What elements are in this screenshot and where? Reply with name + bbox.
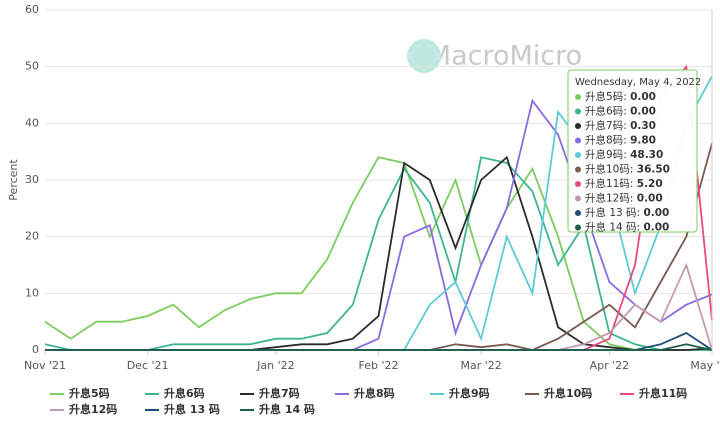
tooltip-dot <box>575 210 581 216</box>
tooltip-title: Wednesday, May 4, 2022 <box>575 77 701 88</box>
series-line <box>44 156 712 351</box>
legend-label: 升息 13 码 <box>164 402 220 416</box>
legend-label: 升息9码 <box>449 386 490 400</box>
tooltip-value: 0.00 <box>643 207 669 219</box>
tooltip-row: 升息6码: 0.00 <box>585 105 656 118</box>
tooltip-name: 升息7码 <box>585 119 623 132</box>
x-tick-label: Mar '22 <box>460 359 501 372</box>
y-tick-label: 30 <box>25 173 39 186</box>
x-tick-label: Dec '21 <box>127 359 169 372</box>
y-tick-label: 60 <box>25 3 39 16</box>
tooltip-name: 升息8码 <box>585 134 623 147</box>
tooltip-value: 36.50 <box>637 164 670 176</box>
tooltip-row: 升息5码: 0.00 <box>585 90 656 103</box>
tooltip-name: 升息11码 <box>585 177 630 190</box>
tooltip-row: 升息12码: 0.00 <box>585 192 663 205</box>
watermark-logo <box>407 39 441 73</box>
legend-label: 升息8码 <box>354 386 395 400</box>
tooltip-value: 0.00 <box>643 222 669 234</box>
x-tick-label: Nov '21 <box>24 359 66 372</box>
tooltip-dot <box>575 195 581 202</box>
y-tick-label: 0 <box>32 343 39 356</box>
legend-label: 升息7码 <box>259 386 300 400</box>
tooltip-row: 升息9码: 48.30 <box>585 148 663 161</box>
tooltip-dot <box>575 108 581 115</box>
tooltip-name: 升息10码 <box>585 163 630 176</box>
tooltip-value: 0.30 <box>630 120 656 132</box>
legend-label: 升息5码 <box>69 386 110 400</box>
y-axis-label: Percent <box>7 159 20 201</box>
tooltip-name: 升息 13 码 <box>585 206 637 219</box>
tooltip-dot <box>575 152 581 158</box>
tooltip-dot <box>575 94 581 100</box>
tooltip-dot <box>575 166 581 173</box>
tooltip-dot <box>575 137 581 144</box>
tooltip-box <box>567 69 698 233</box>
x-tick-label: Jan '22 <box>256 359 294 372</box>
tooltip-name: 升息 14 码 <box>585 221 637 234</box>
tooltip-dot <box>575 181 581 187</box>
tooltip-value: 0.00 <box>630 91 656 103</box>
y-tick-label: 40 <box>25 116 39 129</box>
x-tick-label: Apr '22 <box>590 359 630 372</box>
tooltip-name: 升息12码 <box>585 192 630 205</box>
tooltip-name: 升息6码 <box>585 105 623 118</box>
y-tick-label: 50 <box>25 60 39 73</box>
tooltip-row: 升息 13 码: 0.00 <box>585 206 669 219</box>
tooltip-row: 升息10码: 36.50 <box>585 163 670 176</box>
legend-label: 升息10码 <box>544 386 592 400</box>
legend-label: 升息12码 <box>69 402 117 416</box>
tooltip-row: 升息11码: 5.20 <box>585 177 663 190</box>
tooltip-name: 升息5码 <box>585 90 623 103</box>
tooltip-name: 升息9码 <box>585 148 623 161</box>
tooltip-row: 升息 14 码: 0.00 <box>585 221 669 234</box>
x-tick-label: May '22 <box>690 359 720 372</box>
series-line <box>45 343 713 351</box>
legend-label: 升息 14 码 <box>259 402 315 416</box>
x-tick-label: Feb '22 <box>359 359 399 372</box>
legend-label: 升息11码 <box>639 386 687 400</box>
tooltip-dot <box>575 224 581 231</box>
tooltip-dot <box>575 123 581 129</box>
y-tick-label: 10 <box>25 286 39 299</box>
tooltip-row: 升息7码: 0.30 <box>585 119 656 132</box>
tooltip-value: 0.00 <box>630 106 656 118</box>
tooltip-value: 5.20 <box>637 178 663 190</box>
tooltip-value: 9.80 <box>630 135 656 147</box>
legend-label: 升息6码 <box>164 386 205 400</box>
tooltip-value: 48.30 <box>630 149 663 161</box>
tooltip-row: 升息8码: 9.80 <box>585 134 656 147</box>
tooltip-value: 0.00 <box>637 193 663 205</box>
y-tick-label: 20 <box>25 230 39 243</box>
